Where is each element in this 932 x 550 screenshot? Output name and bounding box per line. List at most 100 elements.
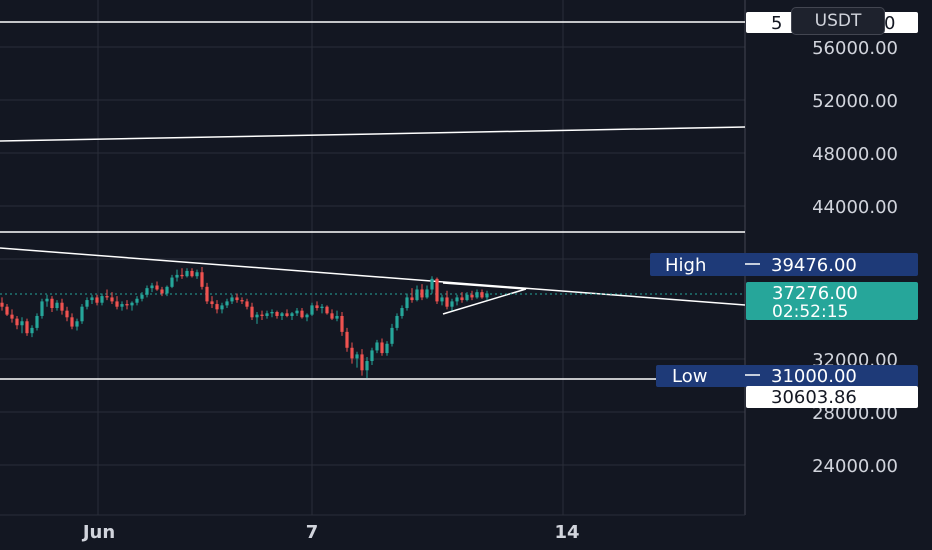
candle-body (270, 312, 274, 314)
candle-body (70, 317, 74, 327)
candle-body (20, 321, 24, 326)
triangle-upper-line[interactable] (442, 282, 527, 290)
candle-body (370, 350, 374, 362)
candle-body (470, 294, 474, 298)
candle-body (475, 292, 479, 298)
candle-body (195, 272, 199, 277)
last-price-text: 37276.00 (772, 283, 858, 304)
candle-body (405, 297, 409, 309)
candle-body (380, 342, 384, 354)
candle-body (485, 293, 489, 298)
y-tick-28000: 28000.00 (812, 403, 898, 424)
candle-body (140, 294, 144, 299)
candle-body (260, 314, 264, 316)
candle-body (400, 308, 404, 316)
candle-body (30, 327, 34, 334)
triangle-lower-line[interactable] (442, 288, 527, 315)
upper-trend-line[interactable] (0, 126, 746, 142)
candle-body (220, 305, 224, 310)
candle-body (265, 313, 269, 316)
candle-body (0, 302, 4, 307)
x-tick-jun: Jun (81, 522, 115, 543)
y-tick-48000: 48000.00 (812, 144, 898, 165)
candle-body (330, 313, 334, 319)
candle-body (480, 292, 484, 298)
candle-body (295, 310, 299, 314)
candle-body (255, 314, 259, 318)
candle-body (90, 297, 94, 301)
candle-body (280, 313, 284, 316)
descending-trend-line[interactable] (0, 247, 746, 306)
candle-body (235, 297, 239, 301)
y-tick-52000: 52000.00 (812, 91, 898, 112)
candle-body (250, 306, 254, 318)
candle-body (440, 297, 444, 302)
candle-body (325, 306, 329, 314)
candle-body (120, 304, 124, 307)
y-tick-56000: 56000.00 (812, 38, 898, 59)
low-label-box (656, 365, 918, 387)
candle-body (215, 304, 219, 310)
x-tick-14: 14 (554, 522, 579, 543)
candle-body (445, 297, 449, 307)
candle-body (225, 301, 229, 306)
candle-body (105, 296, 109, 298)
top-level-tag-head: 5 (771, 13, 782, 34)
low-label-text: Low (672, 366, 707, 387)
candle-body (60, 302, 64, 311)
candle-body (375, 342, 379, 351)
candle-body (75, 321, 79, 327)
candle-body (320, 306, 324, 309)
candle-body (160, 289, 164, 294)
price-axis[interactable]: 56000.00 52000.00 48000.00 44000.00 3200… (812, 38, 898, 477)
last-price-tag (746, 282, 918, 320)
high-label-box (650, 253, 918, 276)
candle-body (95, 297, 99, 303)
candle-body (80, 306, 84, 322)
candles (0, 266, 489, 379)
candle-body (465, 294, 469, 301)
candle-body (115, 301, 119, 307)
candle-body (200, 272, 204, 287)
candle-body (450, 301, 454, 307)
time-axis[interactable]: Jun 7 14 (81, 522, 580, 543)
x-tick-7: 7 (306, 522, 319, 543)
candle-body (335, 315, 339, 319)
candle-body (85, 300, 89, 307)
high-price-text: 39476.00 (771, 255, 857, 276)
candle-body (245, 301, 249, 307)
candle-body (25, 321, 29, 334)
candle-body (180, 274, 184, 277)
candle-body (460, 297, 464, 301)
candle-body (40, 301, 44, 316)
y-tick-24000: 24000.00 (812, 456, 898, 477)
candle-body (165, 286, 169, 294)
candle-body (65, 310, 69, 318)
candle-body (290, 313, 294, 316)
candle-body (365, 361, 369, 371)
candle-body (10, 314, 14, 319)
candle-body (300, 310, 304, 318)
high-label-text: High (665, 255, 706, 276)
candle-body (15, 318, 19, 326)
candle-body (125, 304, 129, 306)
vertical-grid (97, 0, 564, 515)
drawing-layer[interactable] (0, 21, 746, 380)
top-level-tag-tail: 0 (884, 13, 895, 34)
candle-body (385, 343, 389, 354)
candle-body (430, 278, 434, 290)
candle-body (50, 298, 54, 309)
candle-body (345, 331, 349, 348)
candle-body (415, 289, 419, 301)
currency-badge[interactable]: USDT (791, 7, 885, 35)
candle-body (230, 297, 234, 302)
y-tick-44000: 44000.00 (812, 197, 898, 218)
candle-body (360, 354, 364, 371)
candle-body (100, 296, 104, 303)
candle-body (420, 289, 424, 298)
bar-countdown-text: 02:52:15 (772, 302, 848, 322)
candle-body (135, 298, 139, 303)
candle-body (285, 313, 289, 316)
